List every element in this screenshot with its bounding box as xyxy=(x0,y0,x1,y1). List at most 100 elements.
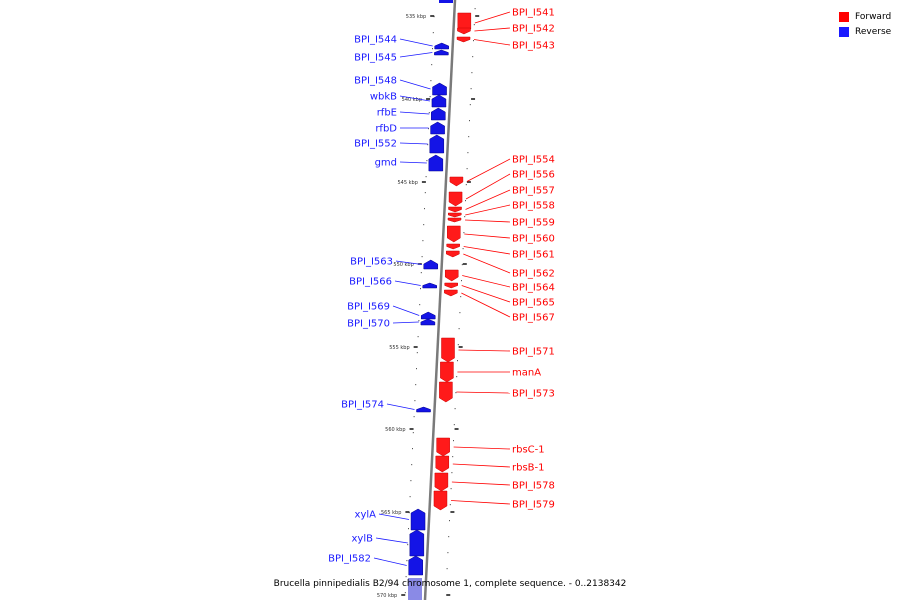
forward-gene-label: BPI_I554 xyxy=(512,155,555,166)
track-dot xyxy=(407,544,409,546)
legend-reverse-label: Reverse xyxy=(855,26,892,37)
reverse-gene-label: BPI_I552 xyxy=(354,139,397,150)
reverse-gene-label: xylB xyxy=(352,534,374,545)
track-dot xyxy=(416,352,418,354)
reverse-gene-label: BPI_I569 xyxy=(347,302,390,313)
reverse-leader-line xyxy=(394,280,421,286)
forward-gene-label: BPI_I579 xyxy=(512,500,555,511)
track-dot xyxy=(457,344,459,346)
track-dot xyxy=(423,224,425,226)
forward-gene-BPI_I558 xyxy=(448,212,462,218)
reverse-leader-line xyxy=(392,305,420,316)
track-dot xyxy=(453,424,455,426)
forward-gene-label: BPI_I578 xyxy=(512,481,555,492)
forward-gene-BPI_I567 xyxy=(444,289,458,297)
track-dot xyxy=(461,280,462,282)
forward-leader-line xyxy=(465,189,511,210)
forward-gene-label: BPI_I541 xyxy=(512,8,555,19)
forward-leader-line xyxy=(458,349,511,352)
forward-gene-BPI_I561 xyxy=(446,243,460,250)
forward-leader-line xyxy=(456,391,511,394)
track-dot xyxy=(405,576,407,578)
reverse-leader-line xyxy=(399,79,431,90)
tick-label: 565 kbp xyxy=(381,510,401,516)
track-dot xyxy=(406,560,408,562)
forward-leader-line xyxy=(464,233,511,239)
track-dot xyxy=(431,64,433,66)
forward-leader-line xyxy=(474,27,511,32)
forward-gene-BPI_I579 xyxy=(433,490,448,511)
reverse-gene-label: rfbE xyxy=(377,108,397,119)
forward-gene-BPI_I556 xyxy=(448,191,463,207)
track-dot xyxy=(465,184,467,186)
reverse-gene-label: BPI_I563 xyxy=(350,257,393,268)
forward-gene-BPI_I578 xyxy=(434,472,449,492)
reverse-gene-label: BPI_I582 xyxy=(328,554,371,565)
track-dot xyxy=(426,160,428,162)
reverse-leader-line xyxy=(395,260,422,265)
forward-gene-BPI_I573 xyxy=(439,381,453,403)
forward-gene-BPI_I557 xyxy=(448,206,462,213)
track-dot xyxy=(464,216,466,218)
map-caption: Brucella pinnipedialis B2/94 chromosome … xyxy=(273,579,627,589)
track-dot xyxy=(424,208,425,210)
reverse-gene-BPI_I569 xyxy=(420,311,436,320)
track-dot xyxy=(430,80,432,82)
tick-label: 550 kbp xyxy=(393,262,413,268)
forward-gene-rbsC-1 xyxy=(436,437,450,457)
forward-gene-BPI_I543 xyxy=(456,36,471,43)
forward-leader-line xyxy=(463,246,511,255)
forward-gene-label: BPI_I559 xyxy=(512,218,555,229)
track-dot xyxy=(453,440,454,442)
track-dot xyxy=(466,168,468,170)
forward-gene-BPI_I565 xyxy=(444,282,458,289)
track-dot xyxy=(474,8,476,10)
forward-leader-line xyxy=(473,39,511,46)
forward-gene-label: BPI_I571 xyxy=(512,347,555,358)
track-dot xyxy=(470,88,472,90)
forward-leader-line xyxy=(464,219,511,223)
forward-gene-label: BPI_I567 xyxy=(512,313,555,324)
forward-gene-BPI_I542 xyxy=(457,27,471,35)
reverse-gene-label: BPI_I544 xyxy=(354,35,397,46)
track-dot xyxy=(424,192,426,194)
track-dot xyxy=(410,480,412,482)
reverse-gene-xylB xyxy=(409,529,425,557)
reverse-leader-line xyxy=(392,321,419,324)
reverse-gene-label: gmd xyxy=(375,158,397,169)
forward-gene-manA xyxy=(440,361,454,383)
forward-gene-label: rbsB-1 xyxy=(512,463,545,474)
reverse-gene-wbkB xyxy=(431,94,447,108)
forward-gene-BPI_I560 xyxy=(447,225,461,243)
reverse-gene-BPI_I570 xyxy=(420,318,436,326)
track-dot xyxy=(420,288,421,290)
reverse-leader-line xyxy=(373,557,407,566)
legend-forward-label: Forward xyxy=(855,11,892,22)
tick-label: 560 kbp xyxy=(385,427,405,433)
forward-gene-label: BPI_I564 xyxy=(512,283,555,294)
track-dot xyxy=(425,176,427,178)
track-dot xyxy=(447,552,449,554)
tick-label: 545 kbp xyxy=(398,180,418,186)
reverse-gene-gmd xyxy=(428,154,444,172)
forward-gene-label: BPI_I543 xyxy=(512,41,555,52)
track-dot xyxy=(420,272,422,274)
reverse-leader-line xyxy=(378,513,410,520)
reverse-gene-BPI_I544 xyxy=(434,42,449,50)
reverse-leader-line xyxy=(399,95,431,102)
forward-leader-line xyxy=(465,173,511,200)
forward-leader-line xyxy=(450,500,511,505)
forward-gene-label: BPI_I565 xyxy=(512,298,555,309)
reverse-gene-BPI_I548 xyxy=(432,82,447,96)
reverse-leader-line xyxy=(399,161,427,164)
track-dot xyxy=(432,48,433,50)
track-dot xyxy=(473,24,475,26)
track-dot xyxy=(409,496,411,498)
forward-gene-label: BPI_I556 xyxy=(512,170,555,181)
track-dot xyxy=(421,256,423,258)
reverse-gene-label: wbkB xyxy=(370,92,397,103)
tick-label: 570 kbp xyxy=(377,593,397,599)
reverse-gene-rfbD xyxy=(430,121,445,135)
reverse-gene-label: rfbD xyxy=(375,124,397,135)
